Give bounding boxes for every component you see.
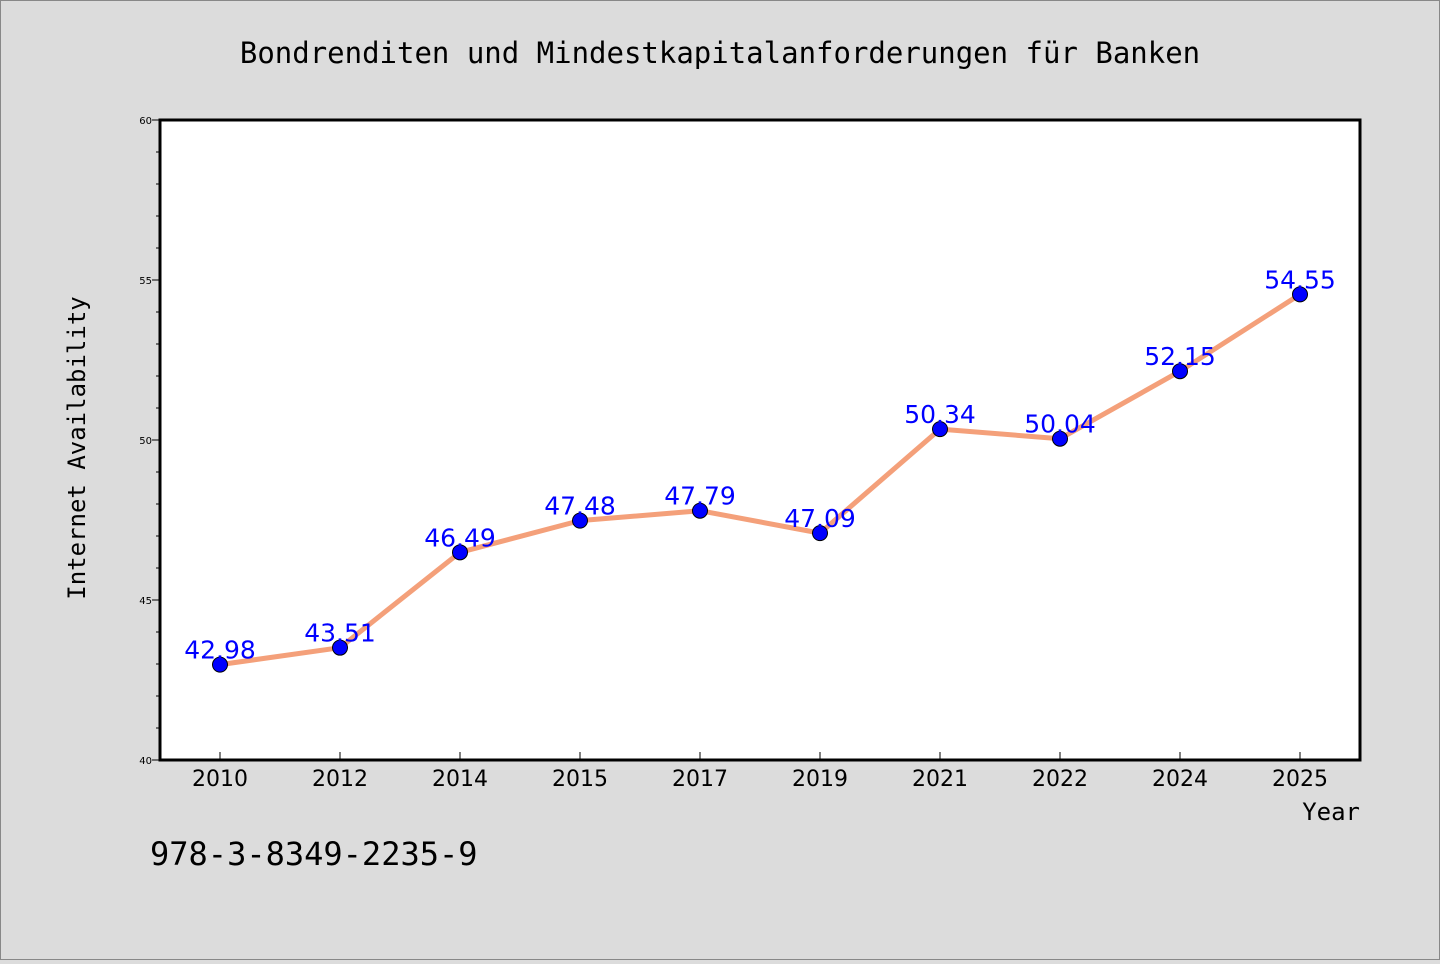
data-point xyxy=(692,502,708,519)
data-label: 46.49 xyxy=(424,523,496,552)
data-point xyxy=(452,544,468,561)
x-tick-label: 2012 xyxy=(312,767,368,792)
data-point xyxy=(332,639,348,656)
data-label: 50.34 xyxy=(904,400,976,429)
y-axis-label: Internet Availability xyxy=(63,296,91,599)
isbn-annotation: 978-3-8349-2235-9 xyxy=(150,835,478,873)
y-tick-label: 60 xyxy=(139,116,152,127)
data-point xyxy=(1292,286,1308,303)
plot-area xyxy=(160,120,1360,760)
data-point xyxy=(932,421,948,438)
x-tick-label: 2010 xyxy=(192,767,248,792)
y-tick-label: 45 xyxy=(139,596,152,607)
data-label: 52.15 xyxy=(1144,342,1216,371)
y-axis-ticks: 40 45 50 55 60 2010 2012 2014 2015 2017 2019 2021 20… xyxy=(139,116,1328,792)
y-tick-label: 40 xyxy=(139,756,152,767)
x-tick-label: 2019 xyxy=(792,767,848,792)
data-point xyxy=(212,656,228,673)
data-point xyxy=(572,512,588,529)
x-tick-label: 2025 xyxy=(1272,767,1328,792)
data-label: 47.79 xyxy=(664,482,736,511)
data-label: 43.51 xyxy=(304,619,376,648)
x-tick-label: 2014 xyxy=(432,767,488,792)
x-tick-label: 2015 xyxy=(552,767,608,792)
y-tick-label: 55 xyxy=(139,276,152,287)
plot-frame xyxy=(158,118,1362,762)
data-label: 42.98 xyxy=(184,636,256,665)
x-tick-label: 2024 xyxy=(1152,767,1208,792)
chart-title: Bondrenditen und Mindestkapitalanforderu… xyxy=(240,36,1200,70)
data-label: 47.48 xyxy=(544,492,616,521)
x-tick-label: 2017 xyxy=(672,767,728,792)
data-point xyxy=(1172,363,1188,380)
data-label: 50.04 xyxy=(1024,410,1096,439)
data-point xyxy=(1052,430,1068,447)
x-axis-label: Year xyxy=(1302,798,1360,826)
series-line xyxy=(219,292,1302,668)
y-tick-label: 50 xyxy=(139,436,152,447)
x-tick-label: 2022 xyxy=(1032,767,1088,792)
data-point xyxy=(812,525,828,542)
data-label: 47.09 xyxy=(784,504,856,533)
data-label: 54.55 xyxy=(1264,265,1336,294)
x-tick-label: 2021 xyxy=(912,767,968,792)
series-line-group: 42.98 43.51 46.49 47.48 47.79 47.09 50.34 50.04… xyxy=(184,265,1336,673)
